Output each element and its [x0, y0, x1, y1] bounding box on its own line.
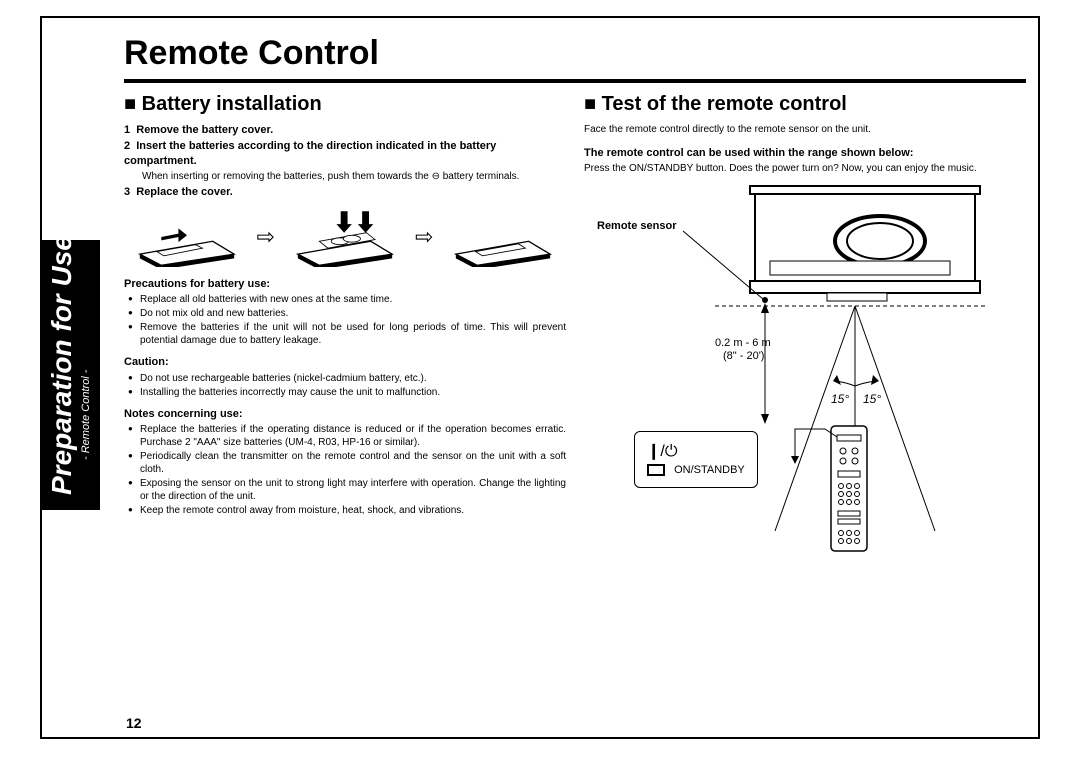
arrow-icon: ⇨ [257, 223, 275, 252]
precautions-head: Precautions for battery use: [124, 277, 566, 291]
precautions-list: Replace all old batteries with new ones … [128, 293, 566, 347]
right-desc: Press the ON/STANDBY button. Does the po… [584, 162, 1026, 175]
caution-list: Do not use rechargeable batteries (nicke… [128, 372, 566, 399]
left-heading: ■ Battery installation [124, 91, 566, 117]
list-item: Installing the batteries incorrectly may… [128, 386, 566, 399]
step-3: 3 Replace the cover. [124, 185, 566, 199]
remote-sensor-label: Remote sensor [597, 220, 677, 232]
list-item: Exposing the sensor on the unit to stron… [128, 477, 566, 503]
arrow-icon: ⇨ [415, 223, 433, 252]
content-columns: ■ Battery installation 1 Remove the batt… [124, 91, 1026, 561]
list-item: Periodically clean the transmitter on th… [128, 450, 566, 476]
svg-text:15°: 15° [863, 392, 881, 406]
step-1: 1 Remove the battery cover. [124, 123, 566, 137]
page-title: Remote Control [124, 34, 1026, 73]
list-item: Remove the batteries if the unit will no… [128, 321, 566, 347]
list-item: Replace the batteries if the operating d… [128, 423, 566, 449]
svg-text:15°: 15° [831, 392, 849, 406]
notes-list: Replace the batteries if the operating d… [128, 423, 566, 517]
right-bold: The remote control can be used within th… [584, 146, 1026, 160]
remote-diagram-1 [132, 207, 242, 267]
remote-diagram-2 [290, 207, 400, 267]
remote-diagram-3 [448, 207, 558, 267]
battery-diagrams: ⇨ ⇨ [124, 207, 566, 267]
list-item: Replace all old batteries with new ones … [128, 293, 566, 306]
right-heading-text: Test of the remote control [602, 93, 847, 115]
button-rect-icon [647, 464, 665, 476]
step-2: 2 Insert the batteries according to the … [124, 139, 566, 168]
right-intro: Face the remote control directly to the … [584, 123, 1026, 136]
right-heading: ■ Test of the remote control [584, 91, 1026, 117]
left-column: ■ Battery installation 1 Remove the batt… [124, 91, 566, 561]
title-rule [124, 79, 1026, 83]
caution-head: Caution: [124, 355, 566, 369]
power-icon: ❙/⏻ [647, 443, 678, 460]
svg-text:0.2 m - 6 m: 0.2 m - 6 m [715, 337, 771, 349]
step-2-note: When inserting or removing the batteries… [142, 170, 566, 183]
square-bullet-icon: ■ [584, 93, 596, 115]
page-frame: Remote Control ■ Battery installation 1 … [40, 16, 1040, 739]
list-item: Keep the remote control away from moistu… [128, 504, 566, 517]
notes-head: Notes concerning use: [124, 407, 566, 421]
list-item: Do not use rechargeable batteries (nicke… [128, 372, 566, 385]
page-number: 12 [126, 715, 142, 731]
onstandby-label: ON/STANDBY [674, 464, 745, 476]
onstandby-box: ❙/⏻ ON/STANDBY [634, 431, 758, 488]
right-column: ■ Test of the remote control Face the re… [584, 91, 1026, 561]
list-item: Do not mix old and new batteries. [128, 307, 566, 320]
square-bullet-icon: ■ [124, 93, 136, 115]
range-diagram: Remote sensor 0.2 m - 6 m (8" - 20') [584, 181, 1026, 561]
svg-text:(8" - 20'): (8" - 20') [723, 350, 764, 362]
left-heading-text: Battery installation [142, 93, 322, 115]
